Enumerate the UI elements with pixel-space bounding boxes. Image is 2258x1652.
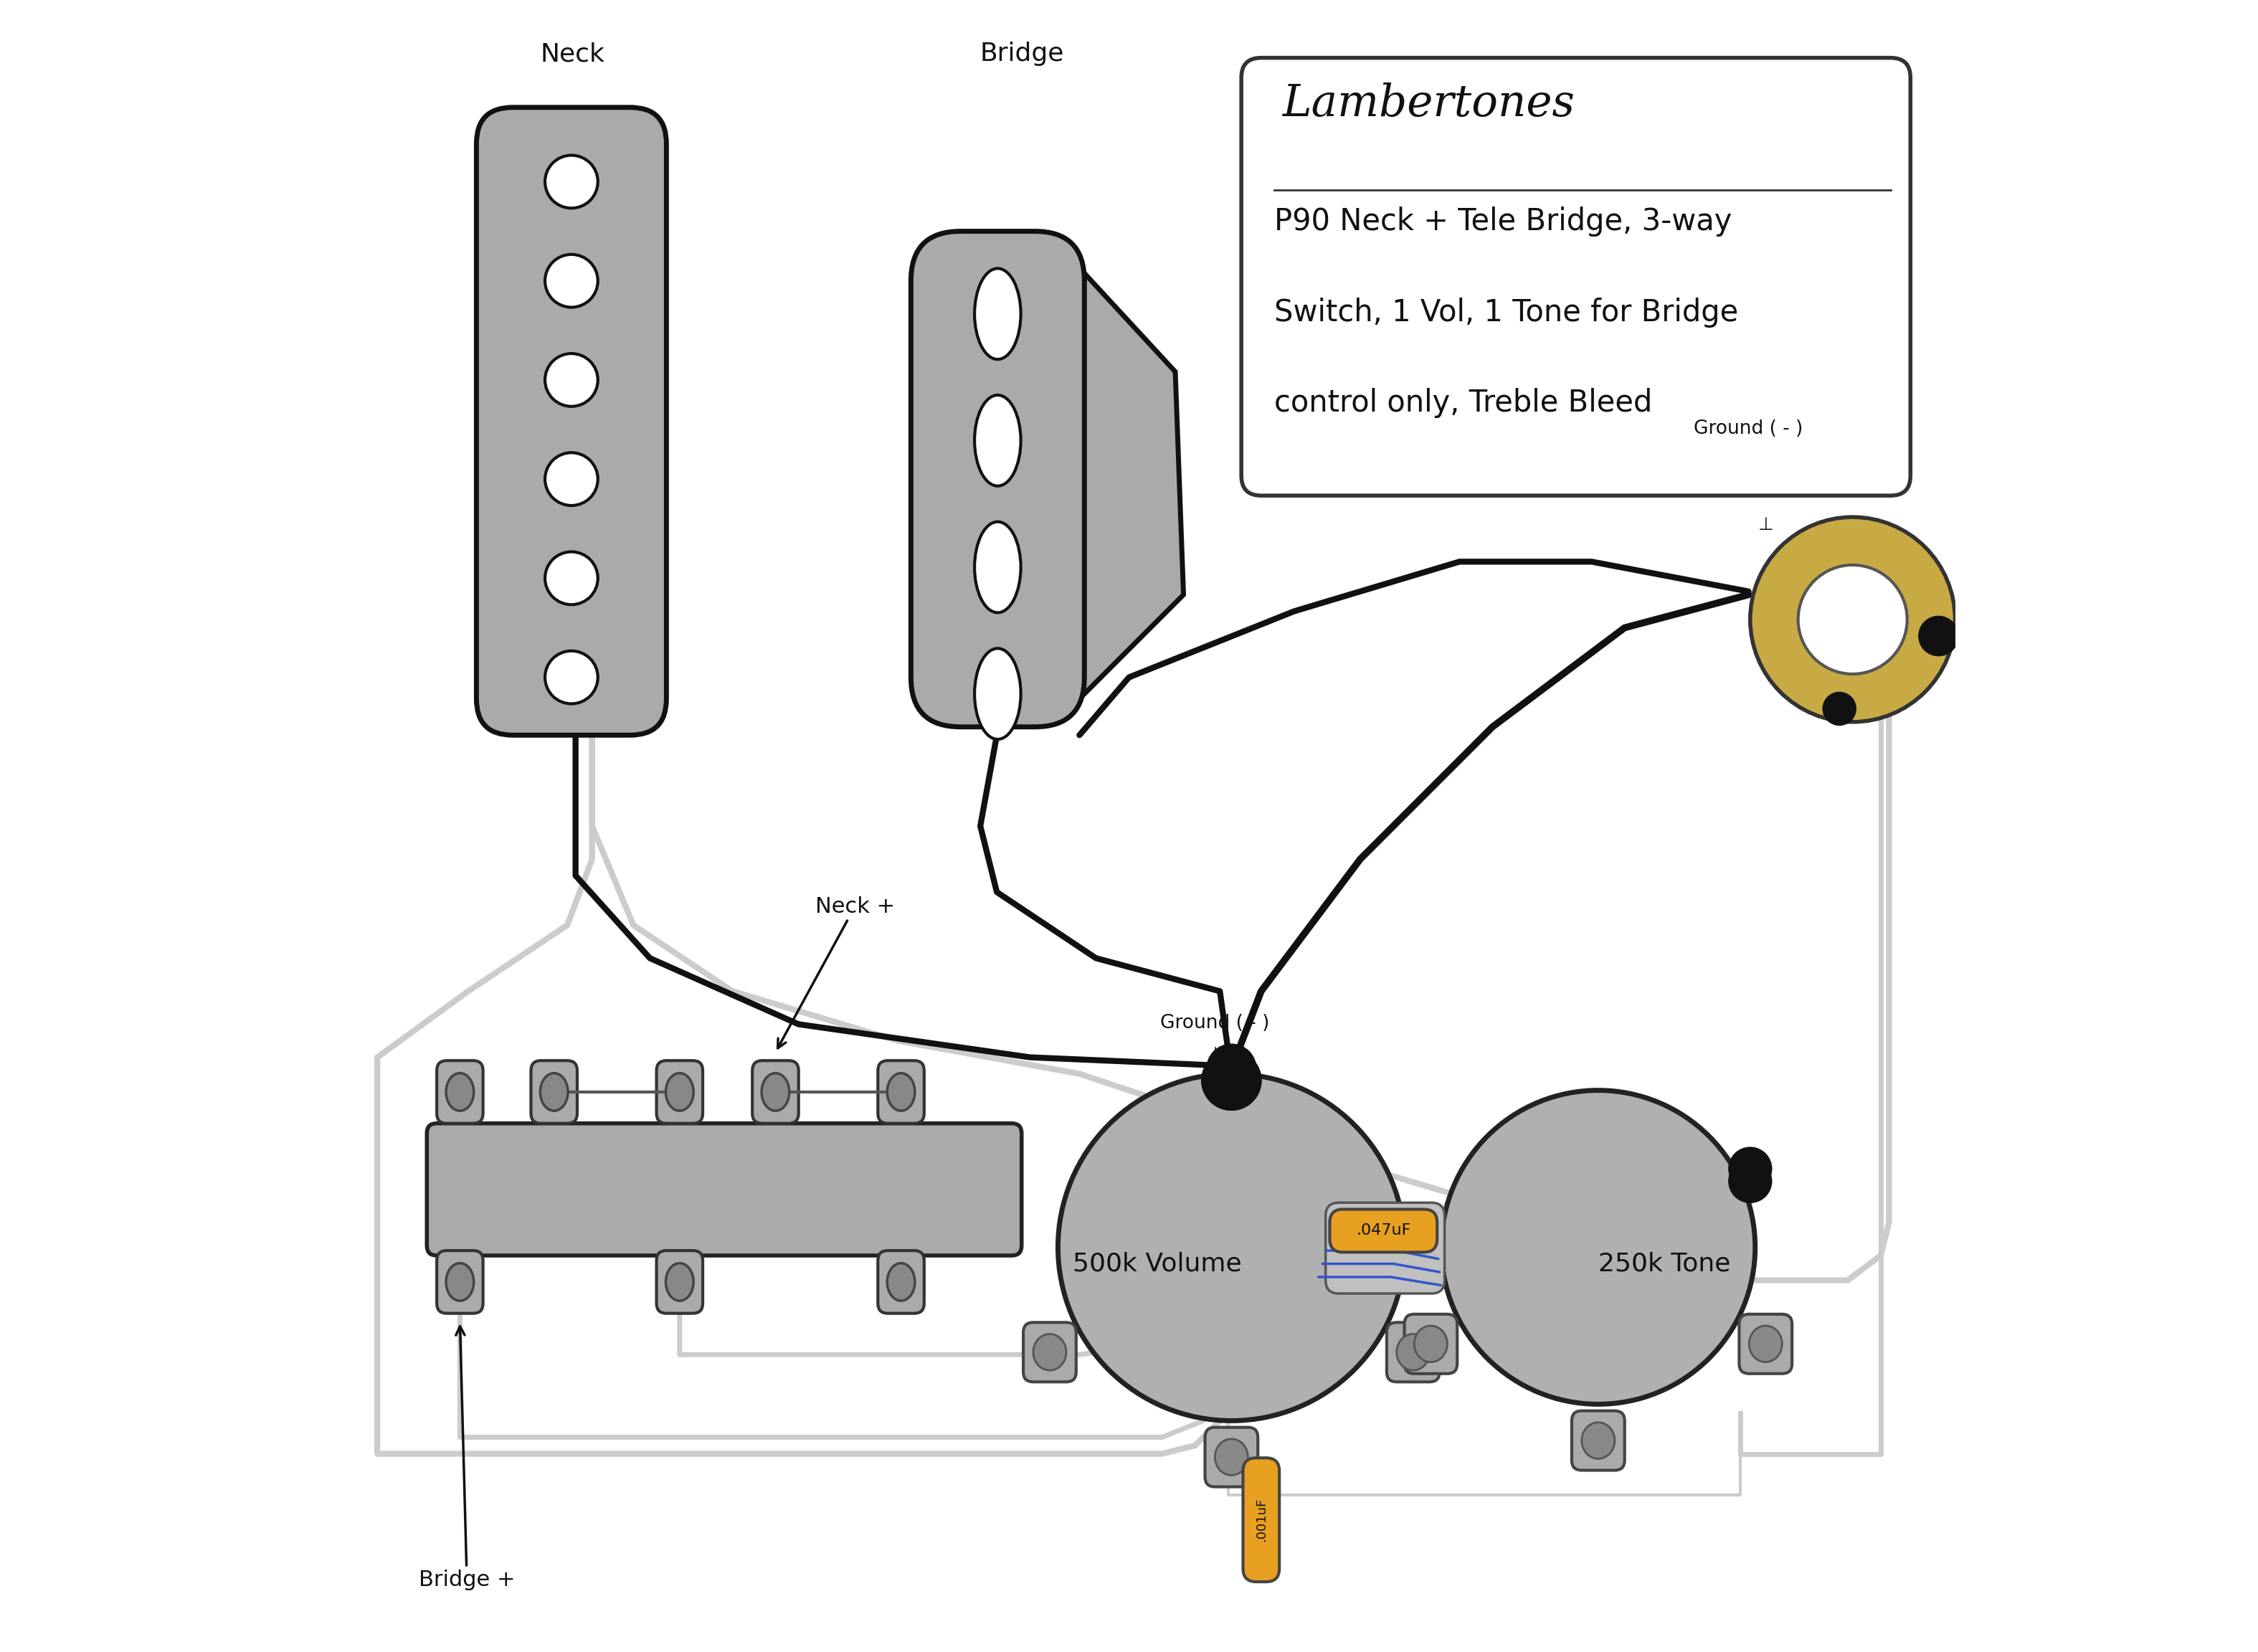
Circle shape — [544, 552, 598, 605]
FancyBboxPatch shape — [878, 1061, 924, 1123]
Text: Bridge +: Bridge + — [418, 1327, 515, 1591]
Text: .047uF: .047uF — [1357, 1224, 1411, 1237]
Ellipse shape — [1414, 1325, 1447, 1361]
Ellipse shape — [975, 648, 1021, 738]
Ellipse shape — [887, 1074, 914, 1110]
Ellipse shape — [975, 522, 1021, 613]
Polygon shape — [1077, 264, 1183, 702]
Ellipse shape — [1215, 1439, 1249, 1475]
Circle shape — [1797, 565, 1908, 674]
Circle shape — [544, 453, 598, 506]
Text: Bridge: Bridge — [980, 41, 1064, 66]
Ellipse shape — [975, 395, 1021, 486]
FancyBboxPatch shape — [1206, 1427, 1258, 1487]
Ellipse shape — [887, 1264, 914, 1300]
Circle shape — [1201, 1051, 1262, 1110]
Text: ⊥: ⊥ — [1206, 1046, 1224, 1066]
Ellipse shape — [761, 1074, 790, 1110]
Text: Lambertones: Lambertones — [1283, 83, 1576, 126]
Ellipse shape — [666, 1074, 693, 1110]
FancyBboxPatch shape — [1404, 1315, 1456, 1374]
FancyBboxPatch shape — [476, 107, 666, 735]
FancyBboxPatch shape — [1023, 1322, 1077, 1381]
Ellipse shape — [1398, 1335, 1429, 1371]
Ellipse shape — [1750, 1327, 1782, 1361]
FancyBboxPatch shape — [1330, 1209, 1436, 1252]
Ellipse shape — [1581, 1422, 1614, 1459]
FancyBboxPatch shape — [1242, 1457, 1280, 1583]
Circle shape — [1201, 1051, 1262, 1110]
FancyBboxPatch shape — [436, 1061, 483, 1123]
Ellipse shape — [447, 1264, 474, 1300]
Text: .001uF: .001uF — [1255, 1498, 1267, 1541]
Circle shape — [1730, 1160, 1773, 1203]
Ellipse shape — [975, 268, 1021, 358]
Text: Ground ( - ): Ground ( - ) — [1161, 1014, 1269, 1032]
Text: 250k Tone: 250k Tone — [1599, 1252, 1730, 1275]
Text: Ground ( - ): Ground ( - ) — [1693, 420, 1804, 438]
FancyBboxPatch shape — [752, 1061, 799, 1123]
FancyBboxPatch shape — [657, 1251, 702, 1313]
Circle shape — [1919, 616, 1958, 656]
FancyBboxPatch shape — [1572, 1411, 1624, 1470]
Text: 500k Volume: 500k Volume — [1073, 1252, 1242, 1275]
Circle shape — [1059, 1074, 1404, 1421]
FancyBboxPatch shape — [1242, 58, 1910, 496]
Text: control only, Treble Bleed: control only, Treble Bleed — [1274, 388, 1653, 418]
Circle shape — [1206, 1044, 1255, 1094]
FancyBboxPatch shape — [427, 1123, 1021, 1256]
Text: P90 Neck + Tele Bridge, 3-way: P90 Neck + Tele Bridge, 3-way — [1274, 206, 1732, 236]
Circle shape — [544, 155, 598, 208]
FancyBboxPatch shape — [910, 231, 1084, 727]
Text: Neck: Neck — [540, 41, 605, 66]
Text: Switch, 1 Vol, 1 Tone for Bridge: Switch, 1 Vol, 1 Tone for Bridge — [1274, 297, 1739, 327]
FancyBboxPatch shape — [657, 1061, 702, 1123]
Circle shape — [1822, 692, 1856, 725]
FancyBboxPatch shape — [531, 1061, 578, 1123]
FancyBboxPatch shape — [878, 1251, 924, 1313]
Circle shape — [1730, 1148, 1773, 1189]
Ellipse shape — [666, 1264, 693, 1300]
Text: Neck +: Neck + — [777, 895, 894, 1047]
Circle shape — [1441, 1090, 1754, 1404]
Ellipse shape — [1034, 1335, 1066, 1371]
Text: ⊥: ⊥ — [1759, 517, 1775, 534]
FancyBboxPatch shape — [436, 1251, 483, 1313]
Circle shape — [544, 354, 598, 406]
Circle shape — [1750, 517, 1955, 722]
FancyBboxPatch shape — [1386, 1322, 1441, 1381]
FancyBboxPatch shape — [1739, 1315, 1793, 1374]
Circle shape — [544, 254, 598, 307]
Circle shape — [544, 651, 598, 704]
Ellipse shape — [540, 1074, 569, 1110]
Ellipse shape — [447, 1074, 474, 1110]
FancyBboxPatch shape — [1325, 1203, 1445, 1294]
